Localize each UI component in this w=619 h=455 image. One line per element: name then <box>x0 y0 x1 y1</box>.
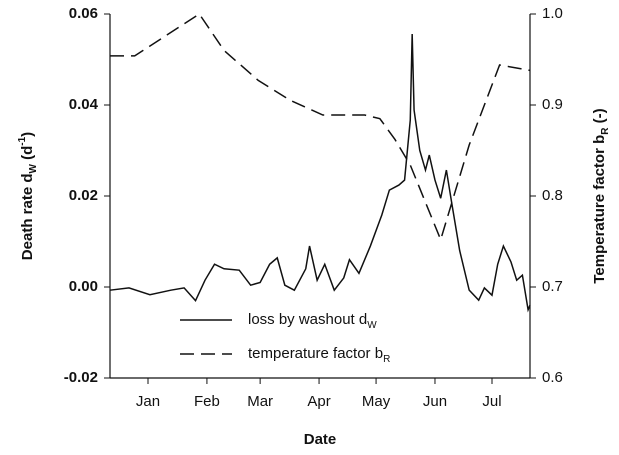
data-line <box>110 12 531 242</box>
legend-label: temperature factor bR <box>248 345 390 365</box>
y-axis-label-part: W <box>28 163 39 173</box>
y2-axis-label: Temperature factor bR (-) <box>591 108 611 283</box>
x-tick-label: Apr <box>307 393 330 410</box>
y-tick-label: 0.00 <box>69 278 98 295</box>
y2-axis-label-part: (-) <box>591 108 608 127</box>
x-axis-label: Date <box>304 431 337 448</box>
y-tick-label: -0.02 <box>64 369 98 386</box>
legend-label: loss by washout dW <box>248 311 377 331</box>
y-tick-label: 0.02 <box>69 187 98 204</box>
y2-tick-label: 0.8 <box>542 187 563 204</box>
x-tick-label: May <box>362 393 391 410</box>
y2-axis-label-part: R <box>600 127 611 135</box>
legend-label-part: loss by washout d <box>248 311 367 328</box>
x-tick-label: Feb <box>194 393 220 410</box>
y2-tick-label: 0.7 <box>542 278 563 295</box>
x-tick-label: Jul <box>482 393 501 410</box>
y-axis-label-part: ) <box>19 132 36 137</box>
y2-tick-label: 0.9 <box>542 96 563 113</box>
x-tick-label: Jan <box>136 393 160 410</box>
y-tick-label: 0.04 <box>69 96 99 113</box>
y2-axis-label-part: Temperature factor b <box>591 135 608 284</box>
y-tick-label: 0.06 <box>69 5 98 22</box>
legend-label-part: temperature factor b <box>248 345 383 362</box>
y-axis-label-part: -1 <box>17 136 28 145</box>
x-tick-label: Jun <box>423 393 447 410</box>
y2-tick-label: 1.0 <box>542 5 563 22</box>
y-axis-label-part: (d <box>19 146 36 164</box>
y-axis-label: Death rate dW (d-1) <box>17 132 39 260</box>
y2-tick-label: 0.6 <box>542 369 563 386</box>
legend-label-part: W <box>367 320 377 331</box>
y-axis-label-part: Death rate d <box>19 173 36 260</box>
data-line <box>109 34 531 313</box>
legend-label-part: R <box>383 354 390 365</box>
x-tick-label: Mar <box>247 393 273 410</box>
